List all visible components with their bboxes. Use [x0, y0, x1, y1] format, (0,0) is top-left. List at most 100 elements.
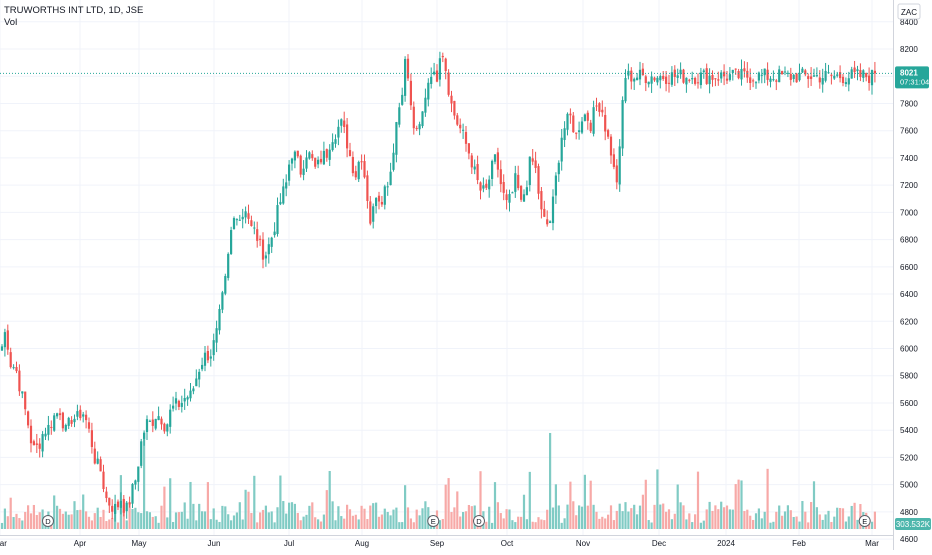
volume-bar — [554, 484, 557, 529]
candle — [517, 165, 520, 191]
candle-body — [3, 332, 6, 348]
candle — [380, 196, 383, 207]
candle — [389, 162, 392, 186]
candle — [659, 74, 662, 89]
candle — [415, 125, 418, 131]
volume-bar — [56, 505, 59, 529]
price-tick-label: 6400 — [900, 290, 918, 299]
grid — [0, 0, 893, 540]
candle — [305, 150, 308, 172]
candle — [453, 100, 456, 120]
candle-body — [534, 160, 537, 168]
candle — [746, 62, 749, 83]
volume-legend-label[interactable]: Vol — [4, 17, 17, 28]
volume-bar — [450, 512, 453, 529]
candle-body — [290, 158, 294, 164]
candle-body — [140, 441, 143, 466]
candle-body — [203, 352, 207, 366]
volume-bar — [682, 505, 685, 529]
candle-body — [360, 161, 363, 163]
volume-bar — [467, 504, 470, 529]
candle-body — [148, 420, 151, 422]
price-axis[interactable]: 4600 4800 5000 5200 5400 5600 5800 6000 6200 6400… — [900, 18, 918, 544]
candle — [551, 189, 555, 231]
candle — [166, 423, 169, 437]
volume-bar — [29, 513, 33, 529]
volume-bar — [551, 507, 555, 529]
volume-bar — [157, 522, 160, 529]
volume-bar — [305, 514, 308, 529]
candle — [212, 333, 215, 361]
time-tick-label: Nov — [576, 539, 590, 548]
candle-body — [328, 149, 331, 160]
symbol-title[interactable]: TRUWORTHS INT LTD, 1D, JSE — [4, 5, 143, 16]
currency-badge[interactable]: ZAC — [897, 3, 921, 20]
candle — [493, 154, 497, 165]
volume-bar — [647, 520, 650, 529]
candle — [192, 386, 195, 395]
candle-body — [505, 194, 508, 201]
candle-body — [792, 74, 795, 80]
volume-bar — [789, 510, 792, 529]
candle — [496, 147, 499, 178]
volume-bar — [270, 511, 273, 529]
volume-bar — [244, 489, 247, 529]
candle — [15, 361, 18, 374]
dividend-marker[interactable]: D — [473, 515, 485, 527]
candle — [847, 71, 850, 92]
dividend-marker[interactable]: D — [42, 515, 54, 527]
candle — [125, 501, 128, 519]
volume-bar — [299, 520, 302, 529]
candle-body — [670, 72, 673, 85]
volume-bar — [453, 507, 456, 529]
candle-body — [717, 79, 720, 81]
earnings-marker[interactable]: E — [858, 515, 871, 527]
volume-bar — [511, 520, 514, 529]
volume-bar — [183, 502, 186, 529]
volume-bar — [540, 519, 543, 529]
volume-bar — [24, 511, 27, 529]
candle-body — [377, 195, 381, 202]
volume-bar — [346, 504, 349, 529]
volume-bar — [528, 471, 531, 529]
candle — [79, 405, 82, 421]
candle-body — [589, 122, 592, 132]
candle — [717, 71, 720, 86]
candle — [392, 143, 395, 172]
candle — [105, 486, 108, 503]
candle — [731, 69, 734, 81]
candle — [656, 76, 659, 86]
volume-bar — [398, 522, 401, 529]
volume-bar — [766, 468, 769, 529]
volume-bar — [679, 502, 682, 529]
volume-bar — [235, 512, 238, 529]
volume-bar — [586, 505, 589, 529]
candle — [398, 102, 401, 128]
candle-body — [711, 74, 714, 80]
volume-bar — [9, 497, 12, 529]
candle — [705, 63, 708, 85]
earnings-marker[interactable]: E — [427, 515, 440, 527]
candle — [670, 66, 673, 87]
candle — [253, 221, 256, 235]
volume-bar — [192, 503, 195, 529]
volume-bar — [70, 514, 73, 529]
volume-bar — [499, 513, 502, 529]
volume-bar — [778, 505, 781, 529]
volume-bar — [195, 520, 198, 529]
volume-bar — [505, 509, 508, 529]
candle-body — [868, 75, 871, 83]
volume-bar — [163, 486, 166, 529]
candle-body — [79, 409, 82, 419]
time-axis[interactable]: Mar Apr May Jun Jul Aug Sep Oct Nov Dec 2024 Feb Mar — [0, 539, 879, 548]
candle-body — [293, 151, 296, 161]
candle — [462, 123, 465, 139]
candle-body — [366, 175, 369, 201]
candle — [261, 232, 265, 269]
volume-bar — [145, 511, 149, 529]
volume-bar — [296, 512, 299, 529]
volume-bar — [592, 504, 595, 529]
